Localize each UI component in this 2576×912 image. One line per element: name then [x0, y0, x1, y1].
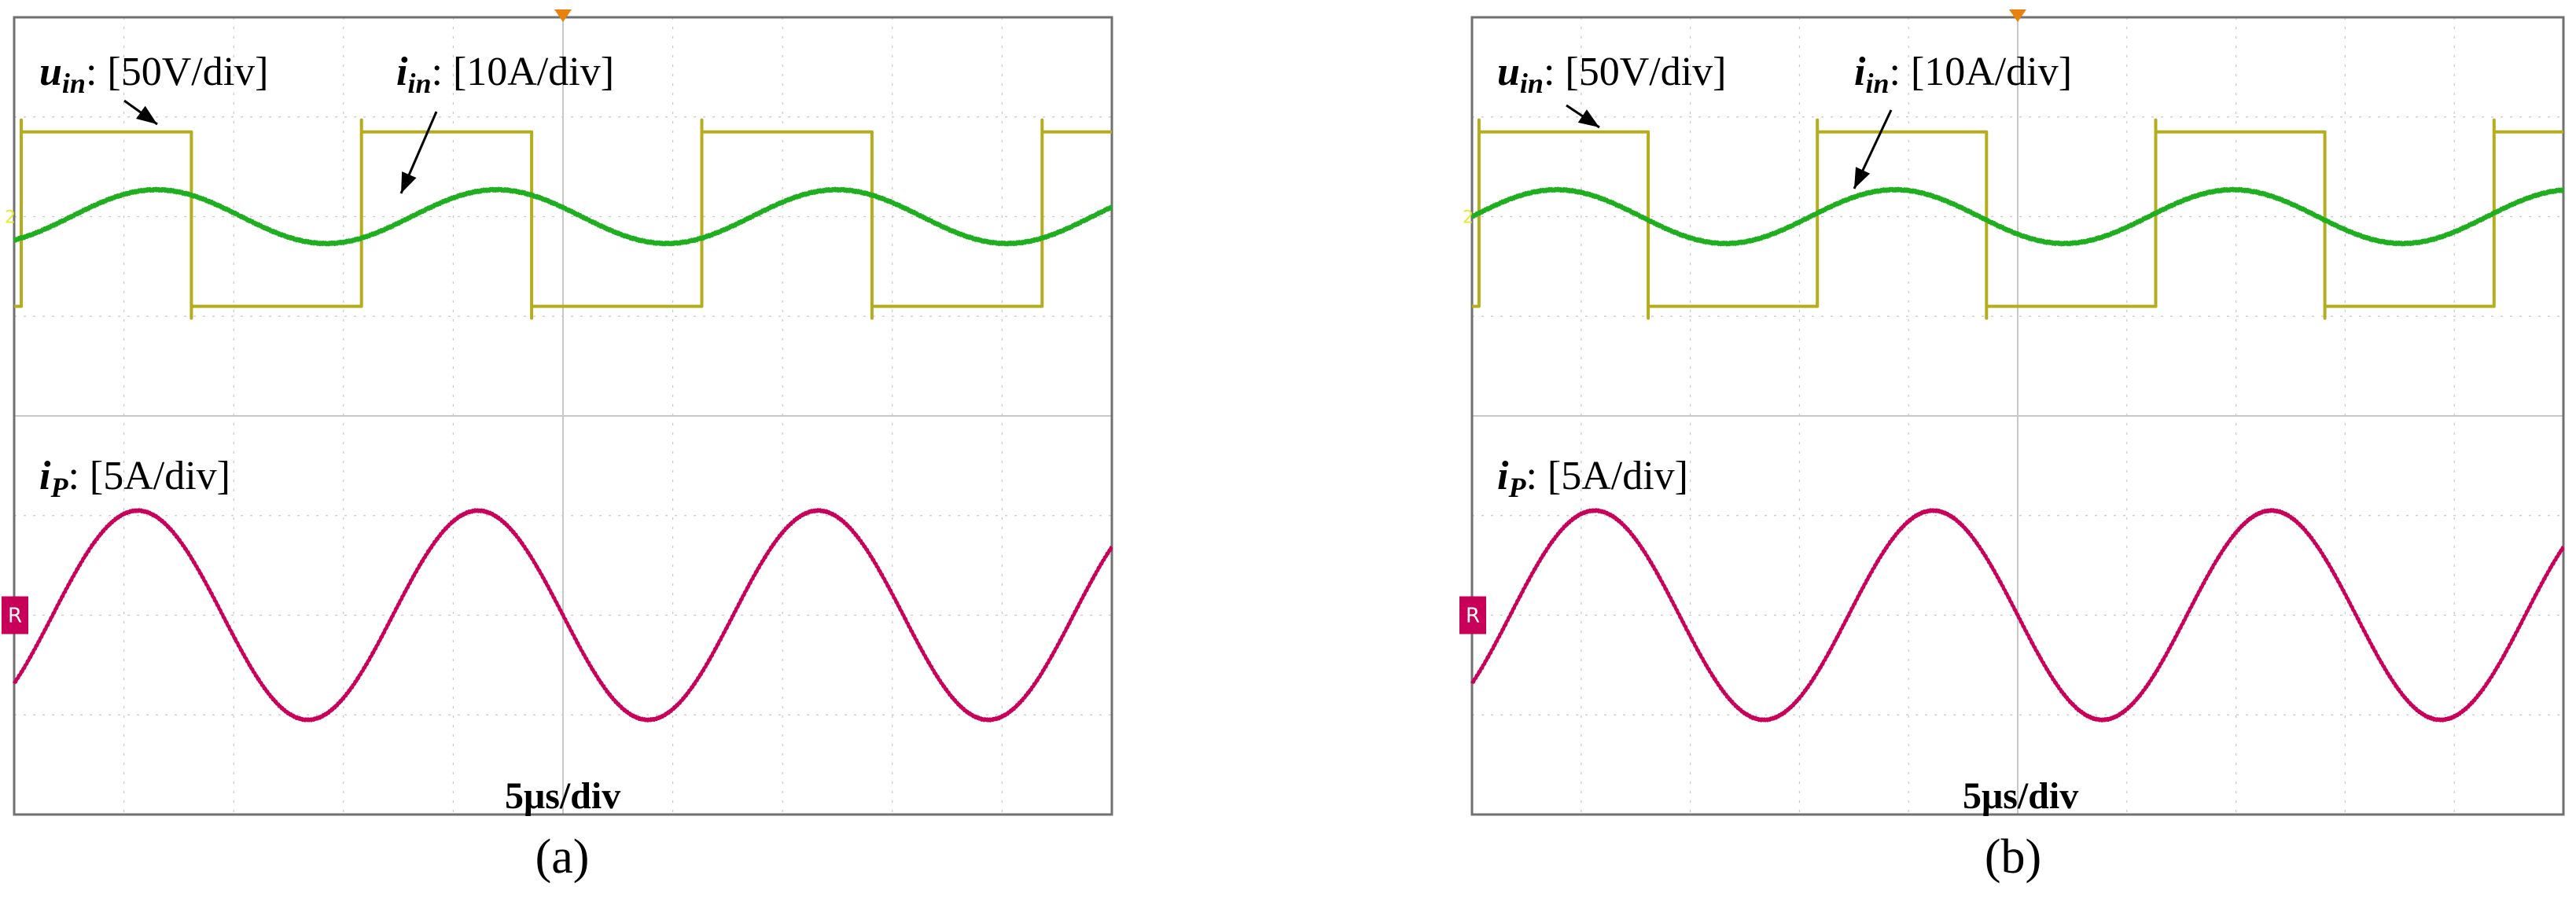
- label-i-in-colon: :: [1889, 50, 1900, 94]
- label-u-in: uin: [50V/div]: [1497, 50, 1727, 99]
- panel-caption: (b): [1985, 830, 2041, 884]
- trace-u-in: [13, 118, 1113, 320]
- label-u-in: uin: [50V/div]: [39, 50, 269, 99]
- label-i-in-scale: [10A/div]: [443, 50, 614, 94]
- label-i-in-subscript: in: [1865, 68, 1889, 99]
- trigger-marker-icon: [2009, 9, 2026, 22]
- ref-marker-label: R: [1466, 605, 1480, 628]
- trace-i-P: [1470, 508, 2565, 723]
- label-u-in-colon: :: [86, 50, 97, 94]
- i-in-arrow-head: [401, 171, 417, 193]
- label-u-in-subscript: in: [62, 68, 86, 99]
- i-in-arrow-head: [1854, 167, 1871, 189]
- ref-marker-icon: [1459, 596, 1486, 634]
- ref-marker-icon: [2, 596, 28, 634]
- u-in-arrow-head: [1577, 109, 1599, 127]
- label-i-p: iP: [5A/div]: [1497, 454, 1688, 503]
- trace-i-in: [13, 186, 1113, 247]
- channel-2-marker: 2: [1463, 208, 1474, 228]
- label-i-in-colon: :: [431, 50, 442, 94]
- label-i-in: iin: [10A/div]: [396, 50, 614, 99]
- label-u-in-subscript: in: [1520, 68, 1544, 99]
- grid: [14, 17, 1112, 815]
- label-i-p-symbol: i: [1497, 454, 1509, 498]
- trace-u-in: [1471, 118, 2564, 320]
- grid: [1472, 17, 2563, 815]
- label-i-p-scale: [5A/div]: [1537, 454, 1688, 498]
- timebase-label: 5μs/div: [1963, 775, 2078, 817]
- label-i-p: iP: [5A/div]: [39, 454, 230, 503]
- label-i-p-subscript: P: [50, 472, 68, 503]
- label-u-in-symbol: u: [1497, 50, 1520, 94]
- trace-i-P: [12, 508, 1113, 723]
- label-u-in-scale: [50V/div]: [97, 50, 268, 94]
- label-i-in-symbol: i: [1854, 50, 1866, 94]
- u-in-arrow-head: [136, 105, 157, 124]
- label-u-in-scale: [50V/div]: [1555, 50, 1726, 94]
- timebase-label: 5μs/div: [505, 775, 620, 817]
- label-i-p-colon: :: [68, 454, 79, 498]
- trace-i-in: [1470, 186, 2565, 247]
- label-i-p-subscript: P: [1507, 472, 1526, 503]
- label-i-in-symbol: i: [396, 50, 408, 94]
- label-i-p-scale: [5A/div]: [79, 454, 230, 498]
- label-i-in-scale: [10A/div]: [1901, 50, 2072, 94]
- label-i-in-subscript: in: [407, 68, 431, 99]
- ref-marker-label: R: [8, 605, 22, 628]
- channel-2-marker: 2: [5, 208, 16, 228]
- label-i-p-colon: :: [1525, 454, 1536, 498]
- label-u-in-colon: :: [1544, 50, 1555, 94]
- label-u-in-symbol: u: [39, 50, 62, 94]
- panel-caption: (a): [535, 830, 590, 884]
- label-i-in: iin: [10A/div]: [1854, 50, 2072, 99]
- trigger-marker-icon: [554, 9, 572, 22]
- label-i-p-symbol: i: [39, 454, 51, 498]
